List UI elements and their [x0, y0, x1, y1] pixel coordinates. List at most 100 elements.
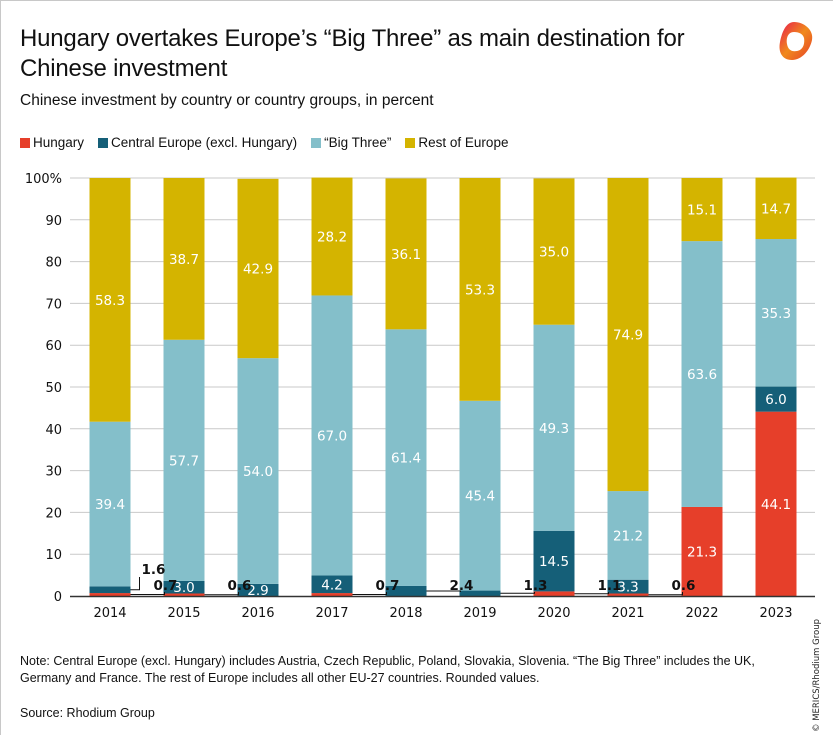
data-label: 21.3 [687, 544, 717, 560]
bar-segment-rest-of-europe [755, 177, 797, 240]
data-label: 58.3 [95, 293, 125, 309]
callout-leader-line [648, 592, 683, 596]
data-label: 28.2 [317, 230, 347, 246]
legend-label-big-three: “Big Three” [324, 135, 392, 150]
bar-segment-hungary [681, 506, 723, 596]
legend-swatch-big-three [311, 137, 322, 148]
chart-source: Source: Rhodium Group [20, 706, 155, 720]
stacked-bar-chart: 0 10 20 30 40 50 60 70 80 90 100% 2014 2015 2016 2017 2… [25, 172, 815, 621]
data-label: 44.1 [761, 497, 791, 513]
legend-item-central-europe: Central Europe (excl. Hungary) [98, 135, 297, 150]
data-labels: 39.4 58.3 3.0 57.7 38.7 2.9 54.0 42.9 4.2 67.0 28.… [95, 201, 791, 599]
data-label: 14.7 [761, 201, 791, 217]
legend-item-hungary: Hungary [20, 135, 84, 150]
bar-segment-rest-of-europe [89, 178, 131, 422]
merics-logo-icon [779, 22, 813, 60]
data-label: 36.1 [391, 247, 421, 263]
bar-segment-big-three [311, 295, 353, 576]
data-label: 4.2 [321, 577, 342, 593]
bar-segment-rest-of-europe [385, 178, 427, 330]
callout-label: 0.6 [672, 578, 696, 594]
legend-swatch-rest-of-europe [405, 137, 416, 148]
bars [89, 177, 797, 596]
bar-segment-hungary [755, 411, 797, 596]
legend-label-rest-of-europe: Rest of Europe [418, 135, 509, 150]
data-label: 15.1 [687, 203, 717, 219]
bar-segment-rest-of-europe [607, 178, 649, 492]
legend-swatch-hungary [20, 137, 30, 148]
axes: 0 10 20 30 40 50 60 70 80 90 100% 2014 2015 2016 2017 2… [25, 172, 815, 621]
legend-label-hungary: Hungary [33, 135, 85, 150]
callout-label: 2.4 [450, 578, 474, 594]
x-tick-label: 2017 [315, 606, 348, 621]
y-tick-label: 50 [45, 381, 62, 396]
bar-segment-central-europe [459, 590, 501, 596]
bar-segment-big-three [89, 421, 131, 587]
data-label: 3.0 [173, 580, 194, 596]
bar-segment-big-three [385, 329, 427, 586]
bar-segment-central-europe [89, 586, 131, 594]
callout-label: 0.6 [228, 578, 252, 594]
bar-segment-big-three [607, 491, 649, 580]
x-tick-label: 2020 [537, 606, 570, 621]
bar-segment-rest-of-europe [237, 178, 279, 359]
bar-segment-big-three [755, 239, 797, 387]
bar-segment-big-three [237, 358, 279, 584]
callout-label: 1.1 [598, 578, 622, 594]
data-label: 21.2 [613, 528, 643, 544]
callout-label: 1.3 [524, 578, 548, 594]
callout-leader-line [130, 592, 165, 596]
callout-leader-line [426, 590, 461, 592]
bar-segment-rest-of-europe [163, 178, 205, 340]
bar-segment-hungary [163, 593, 205, 596]
bar-segment-rest-of-europe [681, 178, 723, 242]
callout-label: 0.7 [154, 578, 178, 594]
bar-segment-central-europe [755, 386, 797, 412]
chart-title: Hungary overtakes Europe’s “Big Three” a… [20, 25, 685, 82]
callout-label: 0.7 [376, 578, 400, 594]
bar-segment-rest-of-europe [311, 177, 353, 296]
bar-segment-big-three [163, 339, 205, 581]
data-label: 53.3 [465, 282, 495, 298]
chart-note: Note: Central Europe (excl. Hungary) inc… [20, 654, 755, 685]
callout-leader-line [500, 592, 535, 594]
data-label: 45.4 [465, 489, 495, 505]
bar-segment-rest-of-europe [459, 178, 501, 401]
data-label: 35.0 [539, 245, 569, 261]
bar-segment-central-europe [385, 585, 427, 596]
y-tick-label: 90 [45, 214, 62, 229]
legend-swatch-central-europe [98, 137, 109, 148]
x-tick-label: 2018 [389, 606, 422, 621]
x-tick-label: 2016 [241, 606, 274, 621]
data-label: 54.0 [243, 464, 273, 480]
callout-leader-line [204, 592, 239, 596]
x-tick-label: 2015 [167, 606, 200, 621]
bar-segment-big-three [533, 324, 575, 531]
x-tick-label: 2022 [685, 606, 718, 621]
x-tick-label: 2021 [611, 606, 644, 621]
data-label: 74.9 [613, 328, 643, 344]
y-tick-label: 10 [45, 548, 62, 563]
callout-leader-line [130, 577, 140, 591]
bar-segment-central-europe [533, 530, 575, 592]
bar-segment-hungary [533, 591, 575, 596]
data-label: 42.9 [243, 261, 273, 277]
y-tick-label: 100% [25, 172, 62, 187]
y-tick-label: 60 [45, 339, 62, 354]
y-tick-label: 80 [45, 256, 62, 271]
copyright-text: © MERICS/Rhodium Group [812, 618, 822, 732]
bar-segment-big-three [459, 400, 501, 591]
data-label: 38.7 [169, 252, 199, 268]
data-label: 49.3 [539, 421, 569, 437]
legend-label-central-europe: Central Europe (excl. Hungary) [111, 135, 298, 150]
bar-segment-hungary [311, 593, 353, 596]
bar-segment-hungary [607, 593, 649, 596]
bar-segment-central-europe [311, 575, 353, 594]
data-label: 14.5 [539, 554, 569, 570]
y-tick-label: 70 [45, 297, 62, 312]
chart-legend: Hungary Central Europe (excl. Hungary) “… [20, 135, 508, 150]
data-label: 3.3 [617, 580, 638, 596]
chart-subtitle: Chinese investment by country or country… [20, 92, 434, 109]
x-tick-label: 2023 [759, 606, 792, 621]
x-tick-label: 2019 [463, 606, 496, 621]
